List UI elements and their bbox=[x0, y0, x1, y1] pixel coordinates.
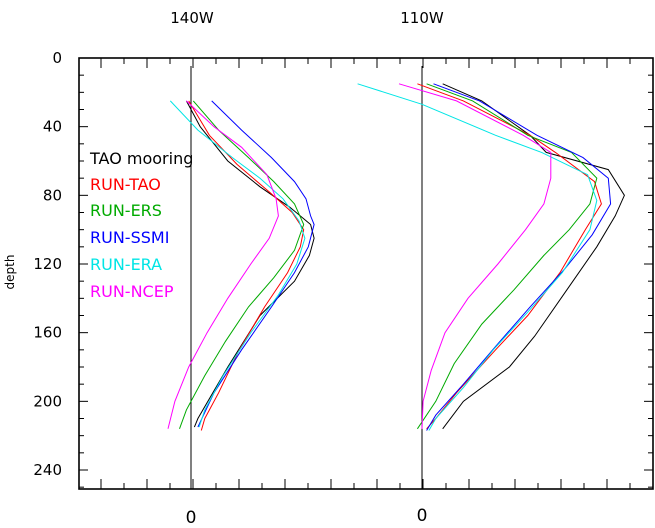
y-tick-label: 200 bbox=[33, 392, 62, 410]
series-line-140w-run-ncep bbox=[167, 100, 279, 429]
y-tick-label: 80 bbox=[43, 186, 62, 204]
legend-item-run-ssmi: RUN-SSMI bbox=[90, 228, 169, 247]
series-line-140w-tao-mooring bbox=[185, 100, 315, 428]
series-line-110w-run-ers bbox=[416, 83, 598, 430]
y-tick-label: 40 bbox=[43, 118, 62, 136]
series-line-110w-run-era bbox=[357, 83, 598, 431]
legend-item-tao-mooring: TAO mooring bbox=[89, 149, 193, 168]
y-tick-labels: 0 40 80 120 160 200 240 bbox=[33, 49, 62, 479]
panel-label-140w: 140W bbox=[170, 9, 214, 27]
series-line-110w-run-tao bbox=[417, 83, 602, 430]
x-zero-label-140w: 0 bbox=[186, 508, 197, 528]
panel-label-110w: 110W bbox=[400, 9, 444, 27]
series-line-140w-run-era bbox=[169, 100, 306, 428]
series-lines bbox=[167, 83, 625, 431]
series-line-140w-run-ssmi bbox=[197, 100, 315, 428]
y-tick-label: 120 bbox=[33, 255, 62, 273]
x-zero-label-110w: 0 bbox=[417, 506, 428, 526]
series-line-140w-run-tao bbox=[188, 100, 305, 431]
y-tick-label: 240 bbox=[33, 461, 62, 479]
series-line-110w-run-ssmi bbox=[426, 83, 612, 431]
legend-item-run-ncep: RUN-NCEP bbox=[90, 282, 174, 301]
y-tick-label: 160 bbox=[33, 324, 62, 342]
series-line-140w-run-ers bbox=[179, 100, 305, 429]
plot-frame bbox=[78, 57, 654, 490]
y-tick-label: 0 bbox=[52, 49, 62, 67]
series-line-110w-run-ncep bbox=[398, 83, 552, 429]
axis-ticks bbox=[79, 57, 653, 489]
legend: TAO mooring RUN-TAO RUN-ERS RUN-SSMI RUN… bbox=[89, 149, 193, 301]
y-axis-label: depth bbox=[3, 255, 17, 290]
legend-item-run-tao: RUN-TAO bbox=[90, 175, 161, 194]
legend-item-run-ers: RUN-ERS bbox=[90, 201, 162, 220]
legend-item-run-era: RUN-ERA bbox=[90, 255, 162, 274]
